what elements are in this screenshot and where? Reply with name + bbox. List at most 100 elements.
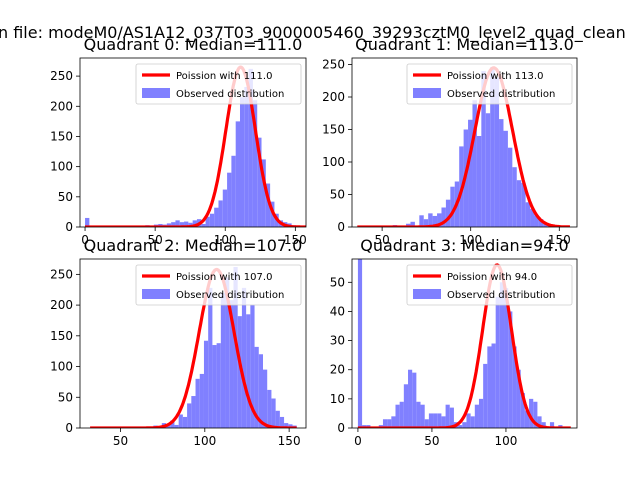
histogram-bar xyxy=(271,398,276,428)
histogram-bar xyxy=(257,137,262,227)
subplot-title: Quadrant 2: Median=107.0 xyxy=(84,236,303,255)
histogram-bar xyxy=(512,346,517,428)
histogram-bar xyxy=(174,424,179,428)
histogram-bar xyxy=(541,422,546,428)
x-tick-label: 50 xyxy=(424,434,439,448)
histogram-bar xyxy=(222,189,228,227)
y-tick-label: 200 xyxy=(50,298,73,312)
histogram-bar xyxy=(265,183,271,227)
histogram-bar xyxy=(432,215,438,227)
histogram-bar xyxy=(538,219,544,227)
histogram-bar xyxy=(250,305,255,428)
histogram-bar xyxy=(357,259,363,428)
histogram-bar xyxy=(267,389,272,428)
y-tick-label: 100 xyxy=(50,160,73,174)
y-tick-label: 50 xyxy=(58,390,73,404)
axes-frame xyxy=(79,57,307,228)
histogram-bar xyxy=(192,220,197,227)
histogram-bar xyxy=(499,119,504,227)
histogram-bar xyxy=(166,223,172,227)
y-tick-label: 0 xyxy=(65,220,73,234)
histogram-bar xyxy=(254,346,259,428)
legend-line-label: Poission with 111.0 xyxy=(176,71,272,82)
histogram-bar xyxy=(179,222,185,227)
histogram-bar xyxy=(288,424,293,428)
histogram-bar xyxy=(178,414,183,428)
y-tick-label: 200 xyxy=(50,99,73,113)
histogram-bar xyxy=(235,121,240,227)
plot-area xyxy=(84,65,306,227)
histogram-bar xyxy=(504,288,509,428)
histogram-bar xyxy=(246,314,251,428)
histogram-bar xyxy=(199,373,204,428)
histogram-bar xyxy=(279,416,285,428)
histogram-bar xyxy=(229,300,234,428)
histogram-bar xyxy=(205,216,210,227)
histogram-bar xyxy=(262,369,268,428)
histogram-bar xyxy=(441,416,446,428)
plot-area xyxy=(356,66,571,227)
y-tick-label: 150 xyxy=(50,329,73,343)
legend-bar-label: Observed distribution xyxy=(447,290,555,301)
histogram-bar xyxy=(216,343,221,428)
histogram-bar xyxy=(220,292,226,428)
histogram-bar xyxy=(437,413,442,428)
histogram-bar xyxy=(391,416,396,428)
histogram-bar xyxy=(212,345,217,428)
histogram-bar xyxy=(533,401,538,428)
subplot-3: 0 50 100 0 10 20 30 40 50 Poission with 94.0 Obser… xyxy=(330,236,578,448)
histogram-bar xyxy=(491,343,496,428)
histogram-bar xyxy=(516,369,521,428)
histogram-bar xyxy=(284,423,289,428)
poisson-line xyxy=(356,66,571,227)
histogram-bar xyxy=(507,147,513,227)
x-tick-label: 100 xyxy=(193,434,216,448)
histogram-bar xyxy=(412,372,417,428)
histogram-bar xyxy=(530,208,535,227)
histogram-bar xyxy=(481,71,486,227)
y-tick-label: 0 xyxy=(65,421,73,435)
histogram-bar xyxy=(428,213,433,227)
legend-line-label: Poission with 94.0 xyxy=(447,272,537,283)
histogram-bar xyxy=(187,403,192,428)
y-tick-label: 100 xyxy=(50,360,73,374)
histogram-bar xyxy=(244,86,249,227)
y-tick-label: 50 xyxy=(330,188,345,202)
histogram-bar xyxy=(445,199,451,227)
histogram-bar xyxy=(171,222,176,227)
legend-line-label: Poission with 107.0 xyxy=(176,272,272,283)
histogram-bar xyxy=(252,100,258,227)
subplot-1: 50 100 150 0 50 100 150 200 250 Poission with 113… xyxy=(322,35,578,247)
legend-bar-swatch xyxy=(413,289,441,299)
histogram-bar xyxy=(387,419,392,428)
histogram-bar xyxy=(182,416,188,428)
histogram-bar xyxy=(424,419,429,428)
legend-box xyxy=(135,63,302,105)
histogram-bar xyxy=(170,420,175,428)
histogram-bar xyxy=(529,398,534,428)
y-tick-label: 50 xyxy=(58,190,73,204)
histogram-bar xyxy=(191,396,196,428)
y-tick-label: 250 xyxy=(50,69,73,83)
y-tick-label: 40 xyxy=(330,304,345,318)
legend-bar-label: Observed distribution xyxy=(176,89,284,100)
axes-frame xyxy=(79,258,307,429)
x-tick-label: 100 xyxy=(214,233,237,247)
histogram-bar xyxy=(433,413,438,428)
y-tick-label: 150 xyxy=(322,123,345,137)
histogram-bar xyxy=(382,419,388,428)
figure-suptitle: n file: modeM0/AS1A12_037T03_9000005460_… xyxy=(0,23,626,43)
histogram-bar xyxy=(214,207,219,227)
histogram-bar xyxy=(516,180,522,227)
legend-box xyxy=(406,63,573,105)
axes-frame xyxy=(351,258,578,429)
y-tick-label: 200 xyxy=(322,90,345,104)
histogram-bar xyxy=(487,346,492,428)
plot-area xyxy=(357,259,572,428)
x-tick-label: 50 xyxy=(148,233,163,247)
histogram-bar xyxy=(209,213,215,227)
histogram-bar xyxy=(512,167,517,227)
legend-box xyxy=(406,264,573,306)
y-tick-label: 10 xyxy=(330,392,345,406)
